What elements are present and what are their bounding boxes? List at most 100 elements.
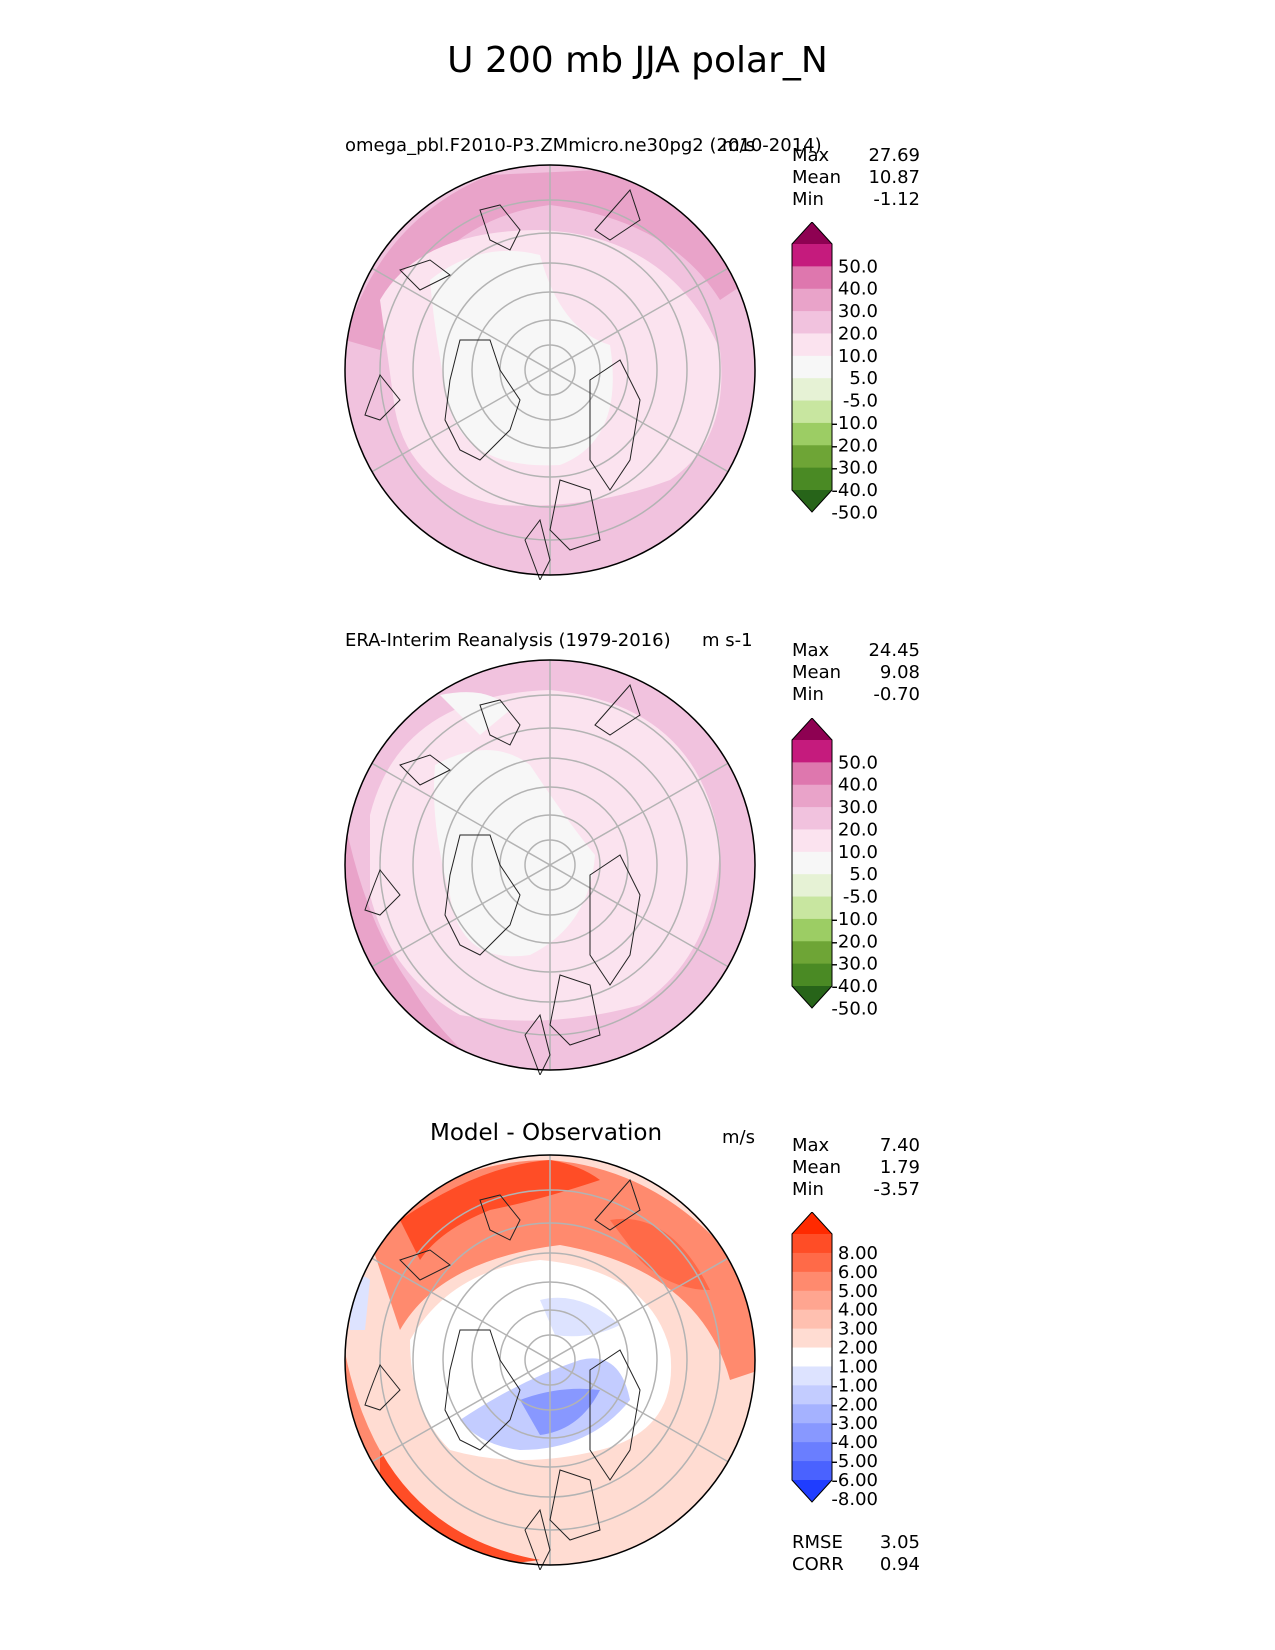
polar-map-reference [344, 659, 756, 1075]
colorbar-tick-label: 4.00 [838, 1300, 878, 1321]
colorbar-tick-label: -1.00 [831, 1375, 878, 1396]
colorbar-segment [792, 896, 832, 920]
stat-min-value: -3.57 [873, 1179, 920, 1200]
colorbar-segment [792, 400, 832, 424]
colorbar-segment [792, 445, 832, 469]
colorbar-segment [792, 762, 832, 786]
rmse-value: 3.05 [879, 1532, 920, 1553]
colorbar-segment [792, 266, 832, 290]
panel-reference-title: ERA-Interim Reanalysis (1979-2016) [345, 630, 671, 651]
stat-min-label: Min [792, 189, 824, 210]
corr-value: 0.94 [879, 1554, 920, 1575]
rmse-label: RMSE [792, 1532, 843, 1553]
colorbar-tick-label: 6.00 [838, 1262, 878, 1283]
colorbar-tick-label: 3.00 [838, 1319, 878, 1340]
colorbar-segment [792, 333, 832, 357]
colorbar-tick-label: 5.0 [849, 864, 878, 885]
colorbar-outline [791, 718, 833, 1009]
colorbar-tick-label: 8.00 [838, 1243, 878, 1264]
colorbar-tick-label: 40.0 [838, 775, 878, 796]
colorbar-difference: 8.006.005.004.003.002.001.00-1.00-2.00-3… [791, 1212, 878, 1510]
colorbar-tick-label: 20.0 [838, 323, 878, 344]
stat-mean-label: Mean [792, 662, 842, 683]
stat-max-value: 24.45 [868, 640, 920, 661]
colorbar-tick-label: 30.0 [838, 797, 878, 818]
stat-min-value: -1.12 [873, 189, 920, 210]
colorbar-segment [792, 1271, 832, 1292]
stat-max-label: Max [792, 640, 830, 661]
colorbar-tick-label: 50.0 [838, 752, 878, 773]
stat-min-label: Min [792, 1179, 824, 1200]
colorbar-reference: 50.040.030.020.010.05.0-5.0-10.0-20.0-30… [791, 718, 878, 1018]
stat-min-value: -0.70 [873, 684, 920, 705]
colorbar-segment [792, 1309, 832, 1330]
colorbar-tick-label: -50.0 [831, 502, 878, 522]
colorbar-segment [792, 1461, 832, 1481]
stat-max-value: 27.69 [868, 145, 920, 166]
stat-max-label: Max [792, 145, 830, 166]
colorbar-tick-label: -3.00 [831, 1413, 878, 1434]
colorbar-tick-label: -10.0 [831, 413, 878, 434]
stat-min-label: Min [792, 684, 824, 705]
colorbar-segment [792, 311, 832, 334]
colorbar-outline [791, 1212, 833, 1503]
colorbar-tick-label: 5.00 [838, 1281, 878, 1302]
colorbar-tick-label: -30.0 [831, 954, 878, 975]
colorbar-segment [792, 467, 832, 491]
stat-mean-value: 1.79 [879, 1157, 920, 1178]
stat-max-value: 7.40 [879, 1135, 920, 1156]
stat-max-label: Max [792, 1135, 830, 1156]
corr-label: CORR [792, 1554, 844, 1575]
colorbar-tick-label: -5.00 [831, 1451, 878, 1472]
colorbar-extend-bottom [792, 1480, 832, 1502]
colorbar-tick-label: -30.0 [831, 458, 878, 479]
colorbar-tick-label: -10.0 [831, 909, 878, 930]
colorbar-tick-label: 5.0 [849, 368, 878, 389]
stat-mean-label: Mean [792, 167, 842, 188]
colorbar-tick-label: -50.0 [831, 998, 878, 1018]
colorbar-segment [792, 963, 832, 987]
colorbar-segment [792, 1347, 832, 1367]
colorbar-tick-label: -20.0 [831, 931, 878, 952]
colorbar-tick-label: -40.0 [831, 976, 878, 997]
colorbar-extend-top [792, 222, 832, 244]
panel-difference-title: Model - Observation [430, 1120, 663, 1146]
colorbar-tick-label: -6.00 [831, 1470, 878, 1491]
colorbar-segment [792, 807, 832, 830]
colorbar-segment [792, 288, 832, 312]
stat-mean-label: Mean [792, 1157, 842, 1178]
colorbar-segment [792, 851, 832, 875]
colorbar-segment [792, 1385, 832, 1405]
colorbar-tick-label: 2.00 [838, 1338, 878, 1359]
colorbar-tick-label: -2.00 [831, 1394, 878, 1415]
polar-map-test [344, 164, 756, 580]
colorbar-tick-label: 20.0 [838, 819, 878, 840]
colorbar-segment [792, 378, 832, 402]
polar-map-difference [344, 1154, 756, 1570]
colorbar-segment [792, 1328, 832, 1349]
colorbar-segment [792, 422, 832, 446]
colorbar-segment [792, 784, 832, 808]
colorbar-segment [792, 244, 832, 267]
colorbar-tick-label: 10.0 [838, 346, 878, 367]
colorbar-segment [792, 1423, 832, 1443]
stat-mean-value: 9.08 [879, 662, 920, 683]
colorbar-extend-top [792, 1212, 832, 1234]
panel-reference-units: m s-1 [702, 630, 753, 651]
colorbar-tick-label: -8.00 [831, 1489, 878, 1510]
panel-test-title: omega_pbl.F2010-P3.ZMmicro.ne30pg2 (2010… [345, 135, 822, 156]
colorbar-segment [792, 829, 832, 853]
colorbar-tick-label: -5.0 [843, 887, 878, 908]
colorbar-segment [792, 1290, 832, 1311]
colorbar-tick-label: 10.0 [838, 842, 878, 863]
colorbar-extend-top [792, 718, 832, 740]
colorbar-test: 50.040.030.020.010.05.0-5.0-10.0-20.0-30… [791, 222, 878, 522]
colorbar-tick-label: -5.0 [843, 391, 878, 412]
colorbar-extend-bottom [792, 986, 832, 1008]
colorbar-tick-label: 50.0 [838, 256, 878, 277]
panel-difference-units: m/s [722, 1127, 755, 1148]
figure-title: U 200 mb JJA polar_N [447, 40, 828, 81]
colorbar-segment [792, 1366, 832, 1386]
colorbar-segment [792, 874, 832, 898]
panel-test-units: m/s [722, 135, 755, 156]
